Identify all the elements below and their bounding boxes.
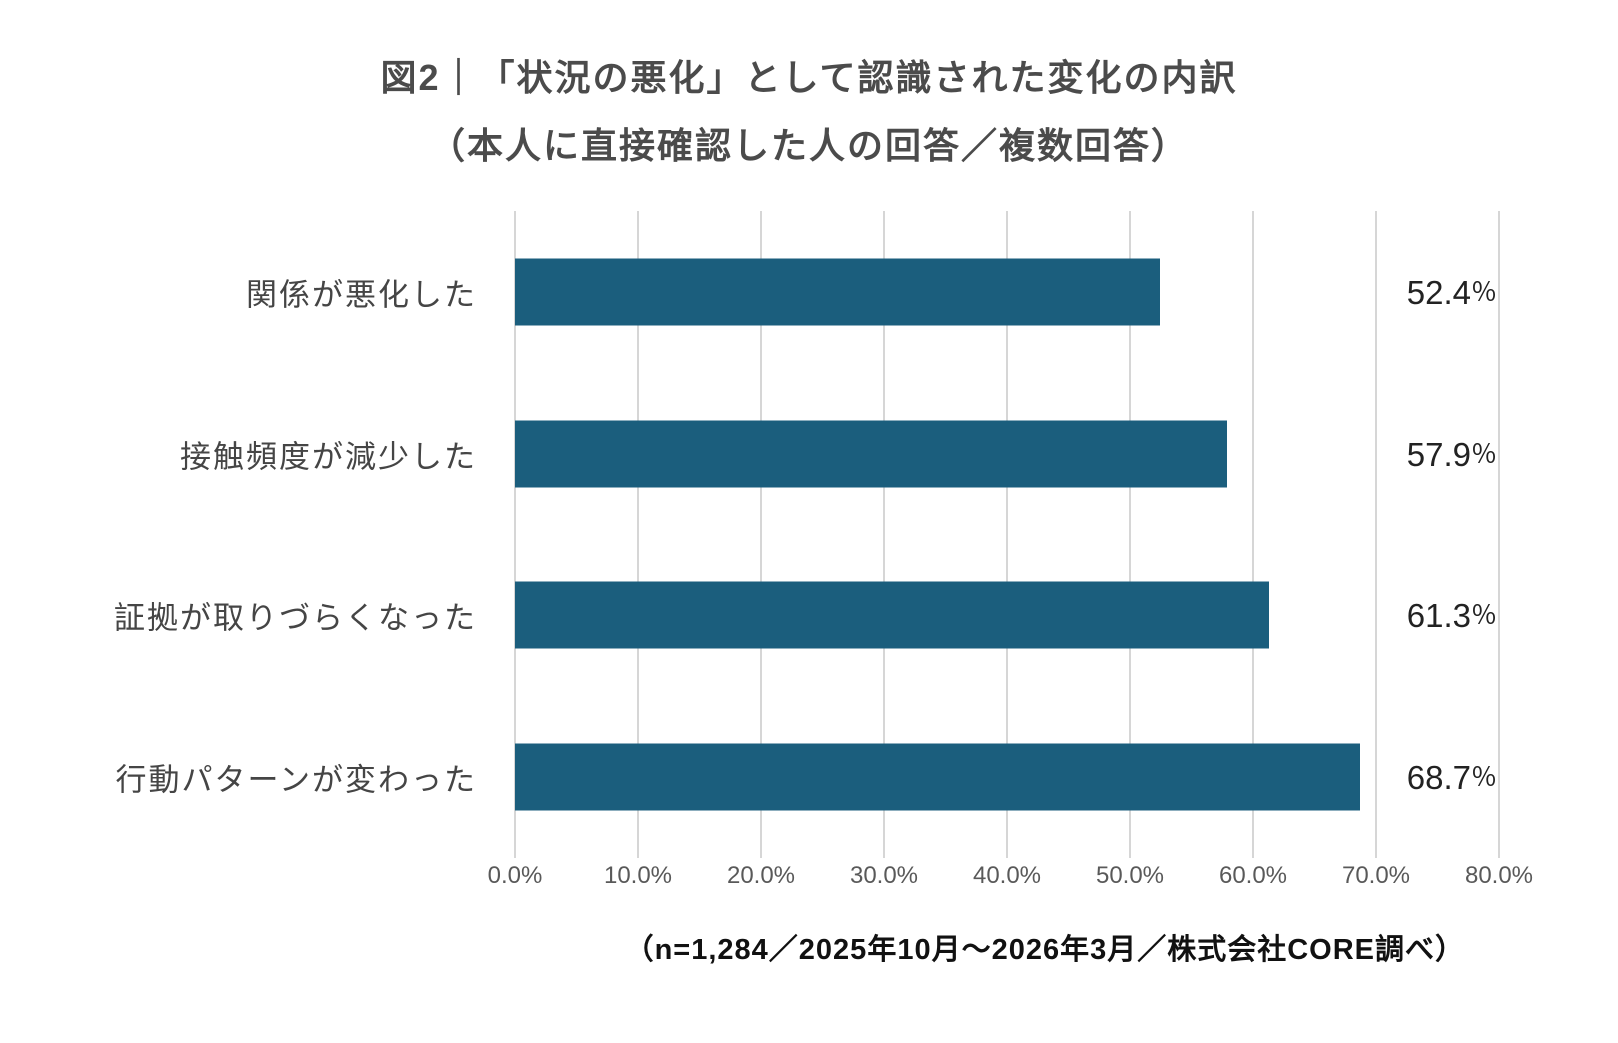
x-axis-tick-label: 50.0% [1095,862,1165,889]
gridline [1252,211,1254,858]
x-axis-tick-label: 40.0% [972,862,1042,889]
x-axis-tick-label: 60.0% [1218,862,1288,889]
gridline [514,211,516,858]
gridline [1129,211,1131,858]
bar [515,420,1228,488]
value-number: 68.7 [1406,759,1471,797]
category-label: 証拠が取りづらくなった [114,600,477,636]
x-axis-tick-label: 80.0% [1464,862,1534,889]
x-axis-tick-label: 0.0% [487,862,543,889]
category-label: 関係が悪化した [246,277,477,313]
chart-title: 図2｜「状況の悪化」として認識された変化の内訳 （本人に直接確認した人の回答／複… [0,44,1618,180]
chart-title-line2: （本人に直接確認した人の回答／複数回答） [428,125,1189,166]
value-label: 52.4％ [1400,271,1497,312]
plot-area: 関係が悪化した 52.4％ 接触頻度が減少した 57.9％ 証拠が取りづらくなっ… [114,211,1500,858]
value-number: 57.9 [1406,435,1471,473]
value-unit: ％ [1470,762,1497,793]
gridline [883,211,885,858]
source-footnote: （n=1,284／2025年10月～2026年3月／株式会社CORE調べ） [624,934,1465,966]
gridline [1375,211,1377,858]
gridline [1498,211,1500,858]
chart-title-line1: 図2｜「状況の悪化」として認識された変化の内訳 [380,57,1238,98]
x-axis-tick-label: 70.0% [1341,862,1411,889]
gridline [1006,211,1008,858]
value-unit: ％ [1470,276,1497,307]
x-axis-tick-label: 20.0% [726,862,796,889]
gridline [760,211,762,858]
bar [515,743,1360,811]
x-axis-tick-label: 10.0% [603,862,673,889]
value-unit: ％ [1470,438,1497,469]
value-label: 61.3％ [1400,595,1497,636]
value-number: 61.3 [1406,597,1471,635]
category-label: 行動パターンが変わった [115,762,477,798]
gridline [637,211,639,858]
value-label: 68.7％ [1400,757,1497,798]
value-unit: ％ [1470,600,1497,631]
x-axis: 0.0% 10.0% 20.0% 30.0% 40.0% 50.0% 60.0%… [488,862,1533,892]
bar-row: 証拠が取りづらくなった 61.3％ [114,535,1499,697]
bar [515,258,1160,326]
category-label: 接触頻度が減少した [180,439,477,475]
bar [515,581,1269,649]
bar-row: 行動パターンが変わった 68.7％ [116,696,1499,858]
x-axis-tick-label: 30.0% [849,862,919,889]
bar-row: 接触頻度が減少した 57.9％ [180,373,1499,535]
value-number: 52.4 [1406,273,1471,311]
value-label: 57.9％ [1400,433,1497,474]
bar-row: 関係が悪化した 52.4％ [246,211,1499,373]
